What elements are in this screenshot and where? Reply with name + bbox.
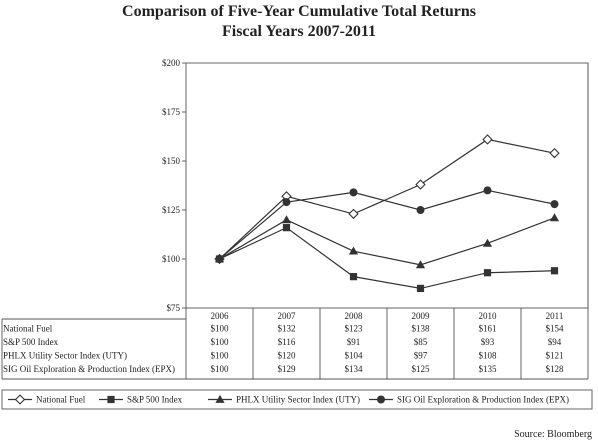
chart-title: Comparison of Five-Year Cumulative Total… — [122, 3, 476, 20]
data-point — [482, 238, 493, 247]
chart-title-block: Comparison of Five-Year Cumulative Total… — [0, 2, 598, 42]
data-point — [349, 188, 358, 197]
chart-subtitle: Fiscal Years 2007-2011 — [221, 23, 377, 40]
data-point — [282, 198, 291, 207]
legend-label: National Fuel — [36, 395, 86, 405]
series-line — [219, 189, 555, 260]
data-point — [549, 213, 560, 222]
y-tick-label: $125 — [162, 205, 181, 215]
x-tick-label: 2009 — [412, 311, 431, 321]
legend-marker — [377, 395, 385, 404]
data-label: $132 — [278, 324, 296, 334]
data-point — [415, 179, 426, 190]
data-label: $125 — [412, 364, 431, 374]
x-tick-label: 2010 — [479, 311, 498, 321]
data-label: $121 — [546, 351, 564, 361]
data-point — [416, 206, 425, 214]
x-tick-label: 2007 — [278, 311, 297, 321]
data-point — [415, 260, 426, 269]
legend-label: S&P 500 Index — [127, 395, 183, 405]
data-label: $123 — [345, 324, 364, 334]
y-tick-label: $200 — [162, 58, 181, 68]
data-point — [550, 200, 559, 209]
data-label: $154 — [546, 324, 565, 334]
data-label: $129 — [278, 364, 297, 374]
data-point — [281, 215, 292, 224]
data-point — [348, 246, 359, 255]
legend-marker — [14, 394, 26, 405]
data-point — [416, 284, 425, 292]
data-point — [349, 273, 358, 281]
data-point — [348, 208, 359, 220]
series-line — [219, 226, 555, 290]
y-tick-label: $100 — [162, 254, 181, 264]
data-label: $85 — [414, 337, 428, 347]
data-point — [550, 267, 559, 275]
table-row-label: S&P 500 Index — [3, 337, 59, 347]
legend-box — [1, 389, 593, 410]
legend-label: PHLX Utility Sector Index (UTY) — [236, 395, 360, 405]
series-line — [219, 217, 555, 266]
data-point — [549, 147, 560, 159]
x-tick-label: 2011 — [546, 311, 564, 321]
x-tick-label: 2008 — [345, 311, 364, 321]
y-tick-label: $75 — [167, 303, 181, 313]
y-tick-label: $175 — [162, 107, 181, 117]
data-point — [215, 255, 224, 263]
data-label: $91 — [347, 337, 361, 347]
data-label: $128 — [546, 364, 565, 374]
data-label: $108 — [479, 351, 498, 361]
data-label: $97 — [414, 351, 428, 361]
data-point — [483, 186, 492, 195]
series-line — [219, 138, 555, 260]
data-label: $100 — [211, 324, 230, 334]
data-point — [483, 269, 492, 277]
legend-marker — [215, 394, 225, 403]
data-label: $93 — [481, 337, 495, 347]
data-label: $161 — [479, 324, 497, 334]
y-tick-label: $150 — [162, 156, 181, 166]
data-point — [282, 224, 291, 232]
data-label: $100 — [211, 364, 230, 374]
data-label: $138 — [412, 324, 431, 334]
data-label: $100 — [211, 337, 230, 347]
table-row-label: PHLX Utility Sector Index (UTY) — [3, 351, 127, 361]
legend-marker — [107, 395, 115, 404]
data-label: $100 — [211, 351, 230, 361]
data-point — [482, 134, 493, 145]
data-label: $104 — [345, 351, 364, 361]
data-label: $135 — [479, 364, 498, 374]
table-row-label: SIG Oil Exploration & Production Index (… — [3, 364, 175, 374]
legend-label: SIG Oil Exploration & Production Index (… — [397, 395, 569, 405]
data-label: $94 — [548, 337, 562, 347]
source-note: Source: Bloomberg — [514, 429, 592, 440]
x-tick-label: 2006 — [211, 311, 230, 321]
table-row-label: National Fuel — [3, 324, 53, 334]
data-label: $134 — [345, 364, 364, 374]
data-label: $120 — [278, 351, 297, 361]
data-label: $116 — [278, 337, 296, 347]
